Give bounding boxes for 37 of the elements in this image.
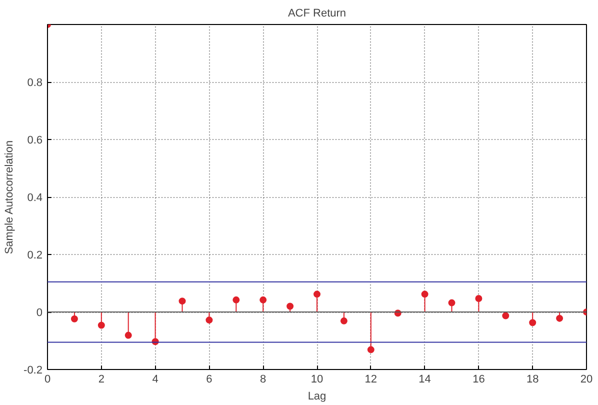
point [529, 319, 536, 326]
x-tick-label: 18 [526, 374, 539, 386]
y-tick-label: 0.4 [27, 192, 43, 204]
point [260, 296, 267, 304]
point [178, 298, 186, 305]
chart-title: ACF Return [288, 8, 346, 20]
point [70, 315, 78, 322]
point [340, 317, 348, 324]
x-tick-label: 10 [310, 374, 324, 386]
point [314, 290, 320, 298]
y-tick-label: 0 [36, 307, 43, 319]
x-tick-label: 14 [418, 374, 431, 386]
y-tick-label: -0.2 [24, 364, 43, 376]
point [556, 314, 564, 322]
x-tick-label: 0 [44, 374, 51, 386]
x-tick-label: 4 [152, 374, 158, 386]
point [448, 299, 456, 306]
y-tick-label: 0.8 [27, 77, 43, 89]
y-tick-label: 0.6 [27, 134, 43, 146]
x-tick-label: 2 [98, 374, 104, 386]
point [502, 312, 510, 320]
x-tick-label: 20 [580, 374, 593, 386]
point [124, 332, 132, 339]
x-tick-label: 6 [206, 374, 212, 386]
point [232, 296, 240, 304]
y-tick-label: 0.2 [27, 250, 43, 262]
point [206, 316, 213, 324]
x-axis-title: Lag [308, 390, 326, 402]
x-tick-label: 12 [364, 374, 378, 386]
x-tick-label: 16 [472, 374, 485, 386]
point [286, 302, 294, 310]
point [367, 346, 374, 354]
point [421, 290, 428, 298]
point [98, 322, 105, 329]
x-tick-label: 8 [260, 374, 266, 386]
y-axis-title: Sample Autocorrelation [4, 140, 16, 254]
point [475, 294, 482, 302]
